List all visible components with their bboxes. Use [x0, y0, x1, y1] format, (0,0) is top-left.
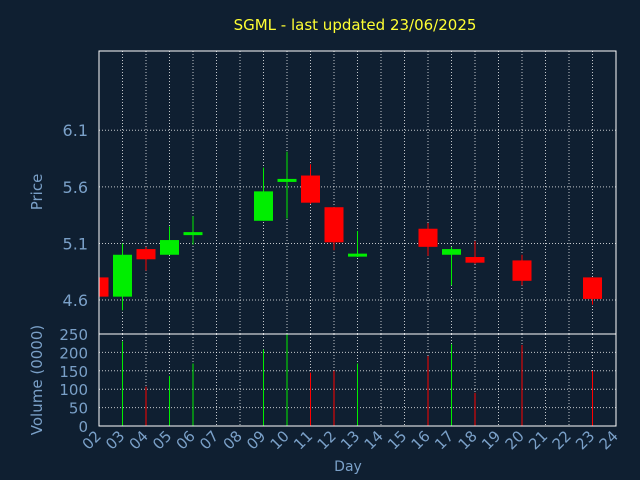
- x-tick-label: 19: [478, 427, 504, 453]
- volume-bars: [122, 334, 593, 426]
- x-tick-label: 14: [361, 427, 387, 453]
- price-y-axis: 4.6 5.1 5.6 6.1: [63, 121, 88, 310]
- x-tick-label: 16: [408, 427, 434, 453]
- x-tick-label: 03: [102, 427, 128, 453]
- candle-body: [301, 175, 320, 203]
- candle-body: [99, 277, 109, 297]
- volume-tick-label: 150: [59, 363, 88, 381]
- price-tick-label: 4.6: [63, 291, 88, 310]
- volume-tick-label: 200: [59, 344, 88, 362]
- x-tick-label: 10: [267, 427, 293, 453]
- x-tick-label: 11: [290, 427, 316, 453]
- chart-title: SGML - last updated 23/06/2025: [234, 16, 477, 34]
- x-tick-label: 17: [431, 427, 457, 453]
- candle-body: [277, 178, 297, 182]
- volume-tick-label: 100: [59, 381, 88, 399]
- candle-body: [418, 228, 438, 247]
- candle-body: [254, 191, 273, 221]
- price-tick-label: 5.6: [63, 178, 88, 197]
- volume-tick-label: 0: [78, 418, 88, 436]
- x-axis: 0203040506070809101112131415161718192021…: [79, 427, 622, 453]
- candle-body: [113, 254, 132, 297]
- x-tick-label: 12: [314, 427, 340, 453]
- x-tick-label: 20: [502, 427, 528, 453]
- candle-body: [324, 207, 344, 243]
- x-tick-label: 18: [455, 427, 481, 453]
- x-tick-label: 07: [196, 427, 222, 453]
- volume-y-axis-label: Volume (0000): [28, 325, 46, 435]
- candle-body: [348, 253, 367, 257]
- price-tick-label: 5.1: [63, 234, 88, 253]
- x-tick-label: 06: [173, 427, 199, 453]
- x-axis-label: Day: [334, 459, 362, 475]
- candle-body: [442, 249, 461, 255]
- x-tick-label: 05: [149, 427, 175, 453]
- candle-body: [512, 260, 532, 281]
- price-grid: [98, 51, 617, 334]
- price-candles: [98, 151, 602, 311]
- candle-body: [160, 240, 179, 255]
- x-tick-label: 21: [525, 427, 551, 453]
- volume-tick-label: 250: [59, 326, 88, 344]
- x-tick-label: 23: [572, 427, 598, 453]
- price-y-axis-label: Price: [28, 174, 46, 211]
- x-tick-label: 22: [549, 427, 575, 453]
- x-tick-label: 09: [243, 427, 269, 453]
- candle-body: [583, 277, 602, 299]
- price-tick-label: 6.1: [63, 121, 88, 140]
- x-tick-label: 04: [126, 427, 152, 453]
- candle-body: [183, 232, 203, 236]
- x-tick-label: 13: [337, 427, 363, 453]
- x-tick-label: 08: [220, 427, 246, 453]
- x-tick-label: 24: [596, 427, 622, 453]
- volume-panel-frame: [98, 333, 617, 427]
- x-tick-label: 15: [384, 427, 410, 453]
- candle-body: [465, 257, 485, 263]
- candle-body: [136, 249, 156, 260]
- volume-tick-label: 50: [69, 400, 88, 418]
